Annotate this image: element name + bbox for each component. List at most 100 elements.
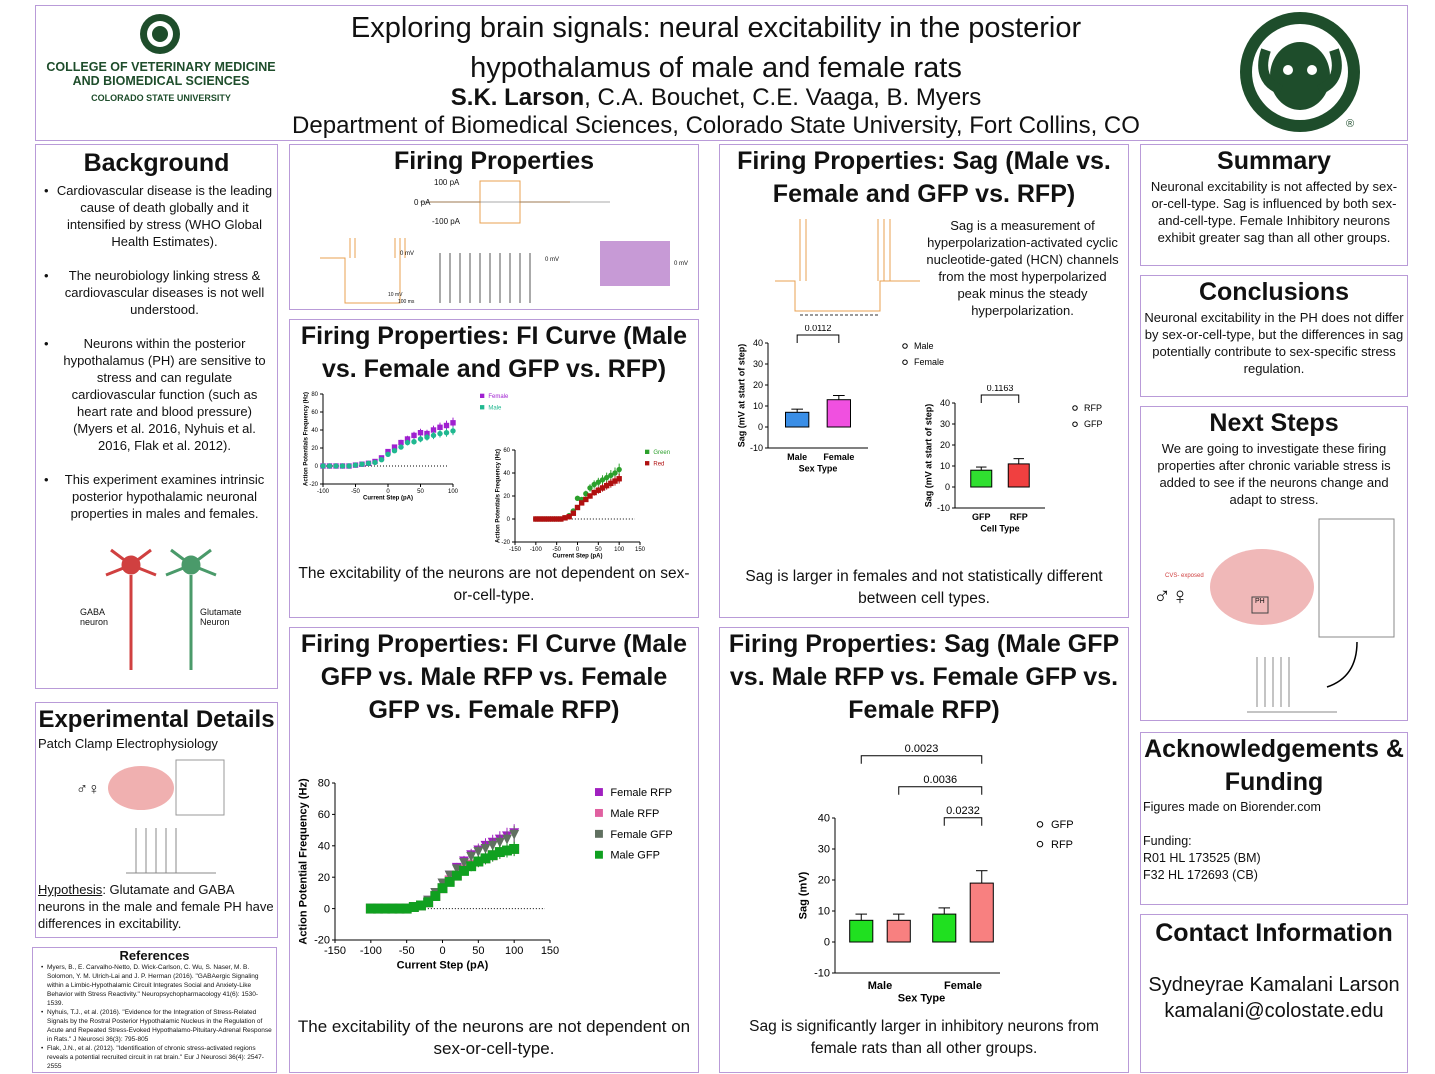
data-point	[378, 457, 385, 463]
y-tick-label: 30	[818, 844, 830, 856]
legend-label: Green	[653, 450, 670, 456]
data-point	[404, 436, 411, 442]
data-point	[473, 847, 484, 858]
data-point	[443, 430, 450, 436]
data-point	[566, 514, 572, 520]
data-point	[430, 891, 441, 901]
data-point	[545, 516, 552, 522]
significance-bracket	[943, 817, 983, 826]
fi1-title: Firing Properties: FI Curve (Male vs. Fe…	[300, 322, 688, 383]
data-point	[394, 903, 405, 914]
conclusions-title: Conclusions	[1198, 278, 1349, 306]
data-point	[537, 516, 543, 522]
y-tick-label: 20	[311, 446, 318, 452]
fi-chart-four-group: -20 0 20 40 60 80 Action Potential Frequency (…	[297, 778, 672, 972]
brain-patch-illustration	[108, 759, 225, 874]
sag1-caption: Sag is larger in females and not statist…	[745, 568, 1103, 607]
title-line2: hypothalamus of male and female rats	[470, 52, 962, 84]
x-group-label: Male	[868, 980, 892, 992]
brain-illustration	[1210, 518, 1395, 713]
legend-marker	[480, 405, 485, 410]
conclusions-panel: Conclusions Neuronal excitability in the…	[1140, 275, 1408, 397]
references-title: References	[119, 948, 190, 963]
acknowledgements-title: Acknowledgements & Funding	[1144, 735, 1404, 796]
experimental-title: Experimental Details	[38, 706, 275, 733]
data-point	[599, 485, 606, 491]
sag2-title: Firing Properties: Sag (Male GFP vs. Mal…	[728, 630, 1120, 724]
data-point	[583, 491, 589, 497]
data-point	[326, 463, 333, 469]
x-tick-label: 0	[576, 547, 580, 553]
next-steps-panel: Next Steps We are going to investigate t…	[1140, 406, 1408, 721]
legend-label: Male RFP	[610, 808, 659, 820]
legend-label: RFP	[1051, 839, 1073, 851]
data-point	[574, 495, 581, 501]
lead-author: S.K. Larson	[450, 84, 585, 111]
y-tick-label: 40	[503, 471, 510, 477]
legend-label: Female	[914, 357, 944, 367]
contact-email[interactable]: kamalani@colostate.edu	[1164, 1000, 1384, 1022]
data-point	[502, 834, 512, 845]
legend-label: Red	[653, 461, 664, 467]
data-point	[444, 876, 455, 887]
data-point	[595, 487, 602, 493]
data-point	[430, 427, 437, 433]
y-tick-label: 10	[818, 906, 830, 918]
significance-bracket	[860, 755, 983, 764]
data-point	[578, 500, 585, 506]
data-point	[417, 436, 424, 442]
x-tick-label: -50	[351, 489, 360, 495]
fi-curve-sex-cell-panel: Firing Properties: FI Curve (Male vs. Fe…	[289, 319, 699, 618]
data-point	[411, 432, 417, 439]
data-point	[365, 460, 372, 466]
data-point	[424, 434, 430, 440]
x-axis-label: Sex Type	[799, 463, 838, 473]
fi2-caption: The excitability of the neurons are not …	[297, 1017, 691, 1058]
y-axis-label: Sag (mV)	[797, 871, 809, 919]
sag-description: Sag is a measurement of hyperpolarizatio…	[926, 218, 1119, 318]
data-point	[494, 837, 505, 848]
data-point	[533, 516, 539, 522]
hypothesis-text: : Glutamate and GABA neurons in the male…	[38, 882, 274, 931]
data-point	[591, 489, 597, 496]
data-point	[372, 459, 378, 466]
bar	[932, 913, 957, 943]
data-point	[401, 903, 412, 914]
data-point	[352, 462, 359, 468]
x-tick-label: 50	[595, 547, 602, 553]
x-tick-label: RFP	[1010, 512, 1028, 522]
college-name: COLLEGE OF VETERINARY MEDICINE AND BIOME…	[36, 60, 286, 105]
figures-credit: Figures made on Biorender.com	[1143, 800, 1321, 814]
data-point	[587, 493, 593, 499]
contact-panel: Contact Information Sydneyrae Kamalani L…	[1140, 914, 1408, 1073]
legend-label: Female RFP	[610, 787, 672, 799]
y-tick-label: 0	[758, 422, 763, 432]
bullet: Cardiovascular disease is the leading ca…	[40, 182, 273, 250]
data-point	[459, 865, 469, 876]
experimental-subtitle: Patch Clamp Electrophysiology	[38, 736, 218, 751]
legend-label: Male	[914, 341, 934, 351]
y-tick-label: 60	[311, 410, 318, 416]
y-tick-label: 40	[753, 338, 763, 348]
affiliation: Department of Biomedical Sciences, Color…	[292, 112, 1140, 139]
data-point	[391, 448, 398, 454]
bar	[785, 411, 810, 428]
x-tick-label: -100	[317, 489, 330, 495]
zero-mv-label: 0 mV	[545, 257, 560, 263]
data-point	[416, 900, 426, 911]
data-point	[391, 444, 398, 450]
coauthors: , C.A. Bouchet, C.E. Vaaga, B. Myers	[584, 84, 982, 111]
data-point	[450, 420, 456, 426]
y-axis-label: Action Potential Frequency (Hz)	[297, 778, 309, 945]
x-tick-label: GFP	[972, 512, 991, 522]
x-axis-label: Sex Type	[898, 993, 946, 1005]
fi1-caption: The excitability of the neurons are not …	[298, 565, 690, 604]
legend-marker	[480, 393, 485, 398]
data-point	[346, 463, 352, 469]
legend-label: GFP	[1051, 819, 1074, 831]
y-axis-label: Sag (mV at start of step)	[737, 344, 747, 448]
data-point	[387, 903, 398, 914]
contact-name: Sydneyrae Kamalani Larson	[1148, 974, 1400, 996]
data-point	[494, 847, 505, 858]
data-point	[466, 851, 477, 862]
